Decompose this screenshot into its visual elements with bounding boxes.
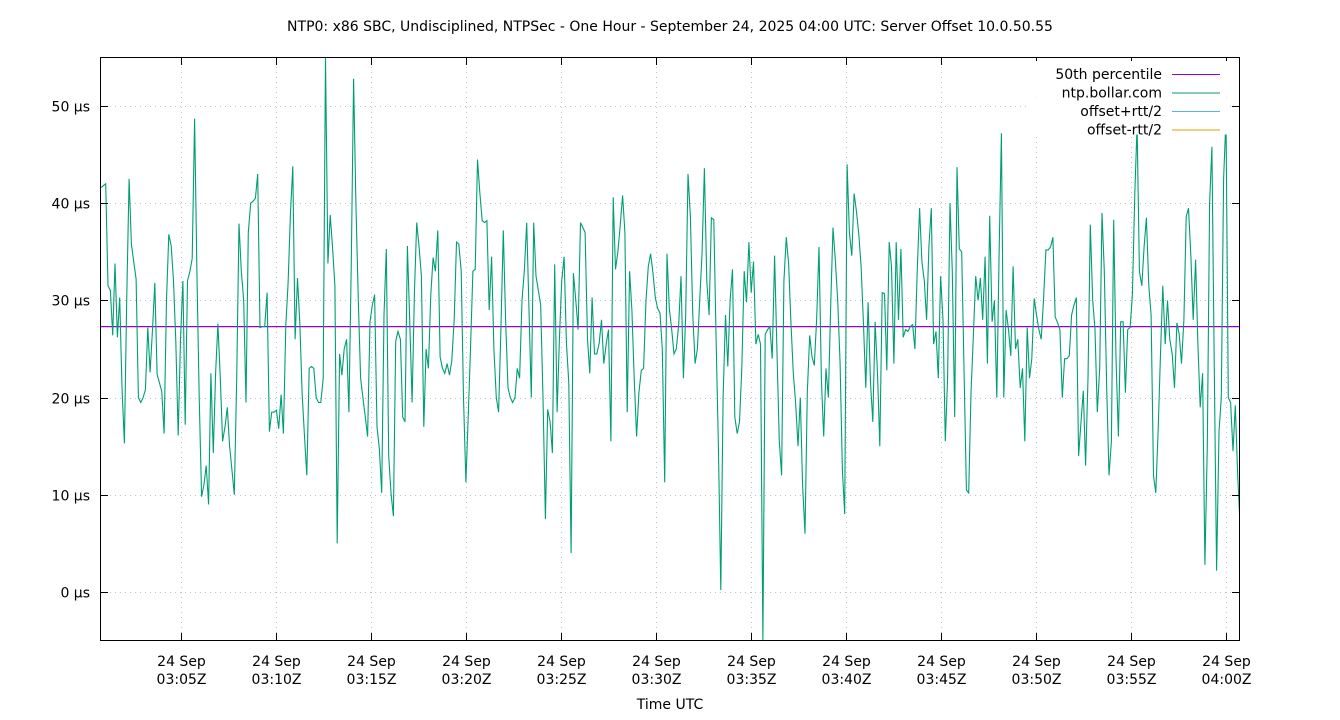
x-tick-time: 03:20Z — [442, 672, 492, 688]
x-tick-time: 03:10Z — [252, 672, 302, 688]
x-tick-time: 03:15Z — [347, 672, 397, 688]
legend: 50th percentile ntp.bollar.com offset+rtt/… — [1030, 61, 1230, 139]
grid-lines — [100, 57, 1240, 641]
data-series — [100, 57, 1240, 641]
chart-title: NTP0: x86 SBC, Undisciplined, NTPSec - O… — [287, 19, 1053, 35]
y-tick-label: 40 µs — [52, 197, 90, 213]
x-tick-time: 03:40Z — [822, 672, 872, 688]
x-tick-date: 24 Sep — [157, 654, 206, 670]
x-tick-date: 24 Sep — [1012, 654, 1061, 670]
y-tick-label: 20 µs — [52, 392, 90, 408]
plot-frame — [100, 57, 1240, 641]
x-tick-date: 24 Sep — [1202, 654, 1251, 670]
x-tick-time: 03:25Z — [537, 672, 587, 688]
x-tick-date: 24 Sep — [822, 654, 871, 670]
y-axis: 0 µs 10 µs 20 µs 30 µs 40 µs 50 µs — [52, 100, 1240, 602]
x-tick-date: 24 Sep — [917, 654, 966, 670]
x-tick-time: 04:00Z — [1202, 672, 1252, 688]
y-tick-label: 10 µs — [52, 489, 90, 505]
legend-label: offset-rtt/2 — [1087, 123, 1162, 139]
x-tick-time: 03:50Z — [1012, 672, 1062, 688]
x-tick-time: 03:55Z — [1107, 672, 1157, 688]
x-tick-date: 24 Sep — [347, 654, 396, 670]
x-tick-time: 03:05Z — [157, 672, 207, 688]
x-axis-label: Time UTC — [636, 697, 704, 713]
y-tick-label: 0 µs — [60, 586, 90, 602]
legend-label: 50th percentile — [1055, 67, 1162, 83]
x-tick-date: 24 Sep — [727, 654, 776, 670]
y-tick-label: 30 µs — [52, 294, 90, 310]
x-tick-time: 03:35Z — [727, 672, 777, 688]
x-tick-date: 24 Sep — [442, 654, 491, 670]
legend-label: ntp.bollar.com — [1062, 86, 1162, 102]
legend-label: offset+rtt/2 — [1080, 104, 1162, 120]
x-tick-time: 03:45Z — [917, 672, 967, 688]
x-tick-date: 24 Sep — [1107, 654, 1156, 670]
x-tick-date: 24 Sep — [537, 654, 586, 670]
server-offset-line — [100, 57, 1240, 641]
x-tick-time: 03:30Z — [632, 672, 682, 688]
x-axis: 24 Sep 03:05Z 24 Sep 03:10Z 24 Sep 03:15Z 24 S… — [157, 57, 1252, 688]
y-tick-label: 50 µs — [52, 100, 90, 116]
x-tick-date: 24 Sep — [252, 654, 301, 670]
x-tick-date: 24 Sep — [632, 654, 681, 670]
